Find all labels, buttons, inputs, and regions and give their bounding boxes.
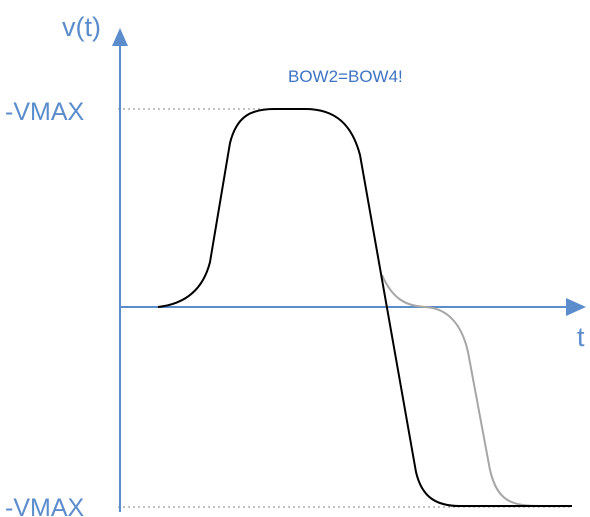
vmax-bottom-label: -VMAX	[5, 494, 85, 517]
annotation-text: BOW2=BOW4!	[288, 67, 403, 86]
y-axis-label: v(t)	[62, 12, 101, 42]
vmax-top-label: -VMAX	[5, 98, 85, 126]
x-axis-arrowhead	[566, 298, 586, 316]
y-axis-arrowhead	[112, 28, 128, 46]
main-velocity-curve	[157, 108, 572, 507]
x-axis-label: t	[577, 322, 585, 352]
alt-velocity-curve	[381, 274, 572, 507]
